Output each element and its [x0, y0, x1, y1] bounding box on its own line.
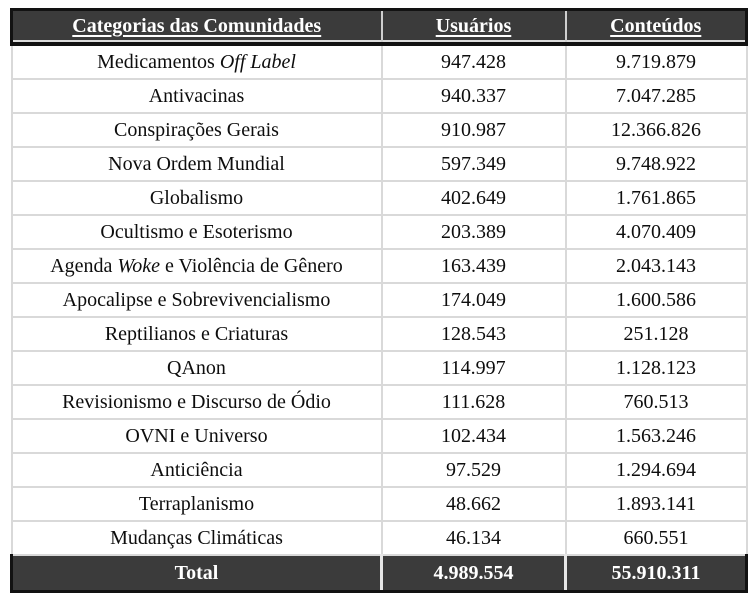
contents-cell: 1.128.123: [564, 350, 748, 386]
communities-table: Categorias das Comunidades Usuários Cont…: [10, 8, 748, 593]
category-cell: QAnon: [10, 350, 383, 386]
category-cell: Terraplanismo: [10, 486, 383, 522]
table-row: Nova Ordem Mundial 597.349 9.748.922: [10, 146, 748, 182]
col-header-contents: Conteúdos: [564, 8, 748, 46]
users-cell: 947.428: [380, 43, 567, 80]
users-cell: 910.987: [380, 112, 567, 148]
users-cell: 48.662: [380, 486, 567, 522]
table-row: Medicamentos Off Label 947.428 9.719.879: [10, 43, 748, 80]
category-cell: Anticiência: [10, 452, 383, 488]
users-cell: 597.349: [380, 146, 567, 182]
category-cell: Agenda Woke e Violência de Gênero: [10, 248, 383, 284]
users-cell: 203.389: [380, 214, 567, 250]
contents-cell: 251.128: [564, 316, 748, 352]
table-row: QAnon 114.997 1.128.123: [10, 350, 748, 386]
category-cell: Reptilianos e Criaturas: [10, 316, 383, 352]
col-header-categories-label: Categorias das Comunidades: [72, 15, 322, 37]
category-cell: Globalismo: [10, 180, 383, 216]
users-cell: 174.049: [380, 282, 567, 318]
table-row: Ocultismo e Esoterismo 203.389 4.070.409: [10, 214, 748, 250]
table-row: Mudanças Climáticas 46.134 660.551: [10, 520, 748, 556]
contents-cell: 1.563.246: [564, 418, 748, 454]
users-cell: 163.439: [380, 248, 567, 284]
contents-cell: 4.070.409: [564, 214, 748, 250]
table-row: Anticiência 97.529 1.294.694: [10, 452, 748, 488]
table-row: Agenda Woke e Violência de Gênero 163.439…: [10, 248, 748, 284]
contents-cell: 12.366.826: [564, 112, 748, 148]
category-cell: Conspirações Gerais: [10, 112, 383, 148]
total-row: Total 4.989.554 55.910.311: [10, 554, 748, 593]
total-contents-value: 55.910.311: [564, 554, 748, 593]
table-row: OVNI e Universo 102.434 1.563.246: [10, 418, 748, 454]
contents-cell: 1.600.586: [564, 282, 748, 318]
table-row: Apocalipse e Sobrevivencialismo 174.049 1.…: [10, 282, 748, 318]
category-cell: Apocalipse e Sobrevivencialismo: [10, 282, 383, 318]
users-cell: 111.628: [380, 384, 567, 420]
contents-cell: 2.043.143: [564, 248, 748, 284]
col-header-users: Usuários: [380, 8, 566, 46]
category-cell: OVNI e Universo: [10, 418, 383, 454]
users-cell: 114.997: [380, 350, 567, 386]
table-body: Medicamentos Off Label 947.428 9.719.879 An…: [10, 43, 748, 556]
category-cell: Antivacinas: [10, 78, 383, 114]
category-cell: Revisionismo e Discurso de Ódio: [10, 384, 383, 420]
table-row: Conspirações Gerais 910.987 12.366.826: [10, 112, 748, 148]
table-row: Reptilianos e Criaturas 128.543 251.128: [10, 316, 748, 352]
users-cell: 46.134: [380, 520, 567, 556]
col-header-categories: Categorias das Comunidades: [10, 8, 382, 46]
contents-cell: 9.748.922: [564, 146, 748, 182]
contents-cell: 760.513: [564, 384, 748, 420]
users-cell: 940.337: [380, 78, 567, 114]
total-users-value: 4.989.554: [380, 554, 566, 593]
category-cell: Medicamentos Off Label: [10, 43, 383, 80]
table-row: Terraplanismo 48.662 1.893.141: [10, 486, 748, 522]
contents-cell: 660.551: [564, 520, 748, 556]
header-row: Categorias das Comunidades Usuários Cont…: [10, 8, 748, 46]
total-label: Total: [10, 554, 382, 593]
contents-cell: 1.294.694: [564, 452, 748, 488]
col-header-users-label: Usuários: [435, 15, 512, 37]
users-cell: 402.649: [380, 180, 567, 216]
contents-cell: 9.719.879: [564, 43, 748, 80]
contents-cell: 1.761.865: [564, 180, 748, 216]
table-row: Antivacinas 940.337 7.047.285: [10, 78, 748, 114]
table-row: Globalismo 402.649 1.761.865: [10, 180, 748, 216]
category-cell: Ocultismo e Esoterismo: [10, 214, 383, 250]
users-cell: 97.529: [380, 452, 567, 488]
contents-cell: 7.047.285: [564, 78, 748, 114]
category-cell: Nova Ordem Mundial: [10, 146, 383, 182]
users-cell: 102.434: [380, 418, 567, 454]
table-row: Revisionismo e Discurso de Ódio 111.628 76…: [10, 384, 748, 420]
users-cell: 128.543: [380, 316, 567, 352]
category-cell: Mudanças Climáticas: [10, 520, 383, 556]
contents-cell: 1.893.141: [564, 486, 748, 522]
col-header-contents-label: Conteúdos: [610, 15, 702, 37]
